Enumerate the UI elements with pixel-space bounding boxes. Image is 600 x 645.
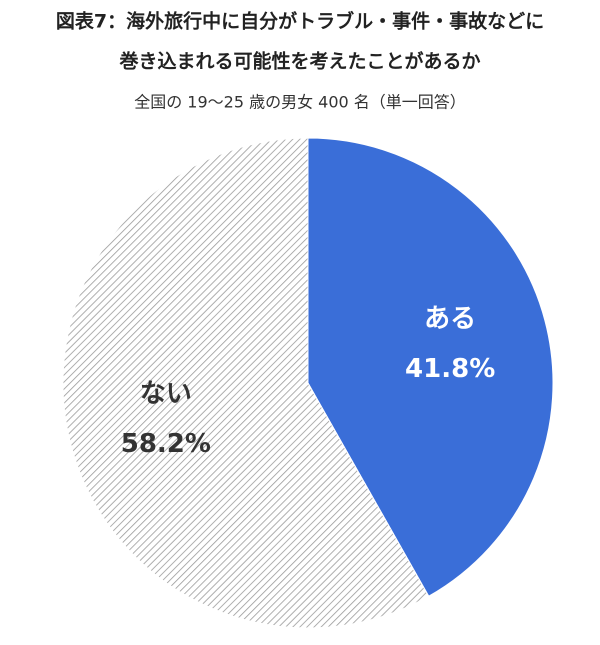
chart-subtitle: 全国の 19～25 歳の男女 400 名（単一回答） [134,93,466,112]
chart-title: 巻き込まれる可能性を考えたことがあるか [118,50,480,73]
slice-label: ない [140,379,192,409]
chart-title: 図表7：海外旅行中に自分がトラブル・事件・事故などに [56,10,544,33]
value-label: 41.8% [405,354,495,384]
value-label: 58.2% [121,429,211,459]
pie-slice [62,137,430,629]
slice-label: ある [424,304,476,334]
pie-slice [307,137,554,597]
